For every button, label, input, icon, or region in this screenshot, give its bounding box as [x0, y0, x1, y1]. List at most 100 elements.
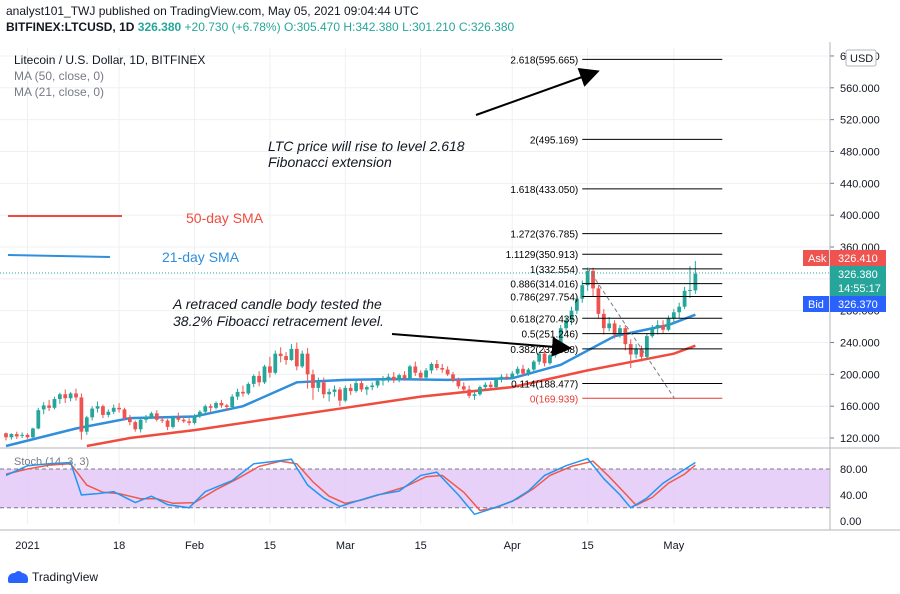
candle-body [144, 417, 148, 420]
candle-body [623, 328, 628, 345]
low-value: L:301.210 [402, 20, 456, 34]
sma50-annotation: 50-day SMA [186, 210, 264, 226]
candle-body [321, 382, 326, 395]
chart-title: Litecoin / U.S. Dollar, 1D, BITFINEX [14, 53, 205, 67]
candle-body [230, 396, 235, 407]
candle-body [494, 379, 498, 388]
fib-level-label: 0(169.939) [530, 394, 578, 405]
candle-body [219, 403, 224, 406]
bid-tag-label [803, 296, 829, 312]
candle-body [257, 375, 262, 383]
price-tick-label: 240.000 [840, 338, 880, 350]
fib-level-label: 0.886(314.016) [510, 280, 578, 291]
candle-body [316, 382, 321, 388]
candle-body [574, 298, 579, 311]
last-tag [830, 266, 886, 296]
candle-body [580, 285, 585, 299]
candle-body [138, 419, 143, 430]
candle-body [671, 312, 676, 319]
fib-level-label: 1.618(433.050) [510, 185, 578, 196]
candle-body [262, 366, 267, 383]
candle-body [294, 348, 299, 367]
candle-body [187, 421, 191, 423]
stoch-tick-label: 40.00 [840, 490, 868, 502]
price-tick-label: 440.000 [840, 178, 880, 190]
stoch-legend: Stoch (14, 3, 3) [14, 456, 89, 468]
target-note-line2: Fibonacci extension [268, 154, 392, 170]
candle-body [241, 391, 245, 394]
candle-body [289, 348, 294, 361]
candle-body [467, 389, 472, 396]
price-tick-label: 520.000 [840, 115, 880, 127]
candle-body [682, 290, 687, 307]
fib-trend-line [587, 267, 675, 399]
price-tick-label: 400.000 [840, 210, 880, 222]
candle-body [548, 355, 552, 364]
stoch-tick-label: 80.00 [840, 464, 868, 476]
candle-body [36, 410, 41, 429]
stoch-pane [0, 457, 830, 516]
fib-level-label: 0.786(297.754) [510, 293, 578, 304]
candle-body [95, 406, 100, 409]
candle-body [192, 415, 197, 423]
bid-label: Bid [808, 299, 824, 311]
stoch-band [0, 468, 830, 508]
candle-body [542, 353, 547, 364]
last-price-tag: 326.380 [838, 269, 878, 281]
time-tick-label: 15 [415, 540, 427, 552]
candle-body [348, 387, 353, 392]
price-pane-bg [0, 42, 830, 448]
candle-body [359, 383, 364, 390]
candle-body [117, 407, 121, 410]
candle-body [564, 320, 568, 329]
currency-label: USD [850, 53, 873, 65]
candle-body [9, 434, 14, 438]
candle-body [14, 434, 19, 437]
candle-body [666, 318, 671, 330]
candle-body [338, 389, 342, 401]
candle-body [68, 393, 73, 399]
candle-body [488, 384, 493, 388]
time-tick-label: 2021 [15, 540, 39, 552]
candle-body [106, 411, 111, 415]
candle-body [402, 375, 407, 379]
candle-body [386, 376, 391, 379]
candle-body [268, 366, 272, 373]
candle-body [537, 353, 542, 362]
candle-body [456, 379, 461, 387]
candle-body [639, 348, 644, 357]
candle-body [413, 366, 418, 373]
candle-body [521, 368, 525, 374]
candle-body [208, 406, 213, 408]
sma21-legend-line [7, 254, 111, 258]
fib-level-label: 0.114(188.477) [511, 380, 578, 391]
candle-body [607, 323, 612, 329]
candle-body [650, 328, 655, 337]
candle-body [79, 397, 84, 432]
currency-box[interactable] [845, 49, 877, 67]
candle-body [41, 405, 46, 410]
candle-body [47, 405, 51, 408]
candle-body [461, 386, 466, 390]
time-tick-label: Feb [185, 540, 204, 552]
sma21-annotation: 21-day SMA [162, 249, 240, 265]
candle-body [57, 394, 62, 400]
candle-body [154, 413, 159, 420]
candle-body [235, 391, 240, 397]
last-price: 326.380 [137, 20, 182, 34]
candle-body [478, 387, 482, 395]
candle-body [591, 270, 595, 289]
candle-body [445, 369, 450, 375]
candle-body [149, 413, 154, 418]
open-value: O:305.470 [283, 20, 340, 34]
candle-body [246, 383, 251, 394]
candle-body [585, 270, 590, 286]
publisher-line: analyst101_TWJ published on TradingView.… [6, 4, 419, 18]
candle-body [381, 378, 385, 381]
time-tick-label: 15 [582, 540, 594, 552]
candle-body [418, 372, 423, 378]
ask-price: 326.410 [838, 253, 878, 265]
price-tick-label: 120.000 [840, 433, 880, 445]
price-tick-label: 560.000 [840, 83, 880, 95]
